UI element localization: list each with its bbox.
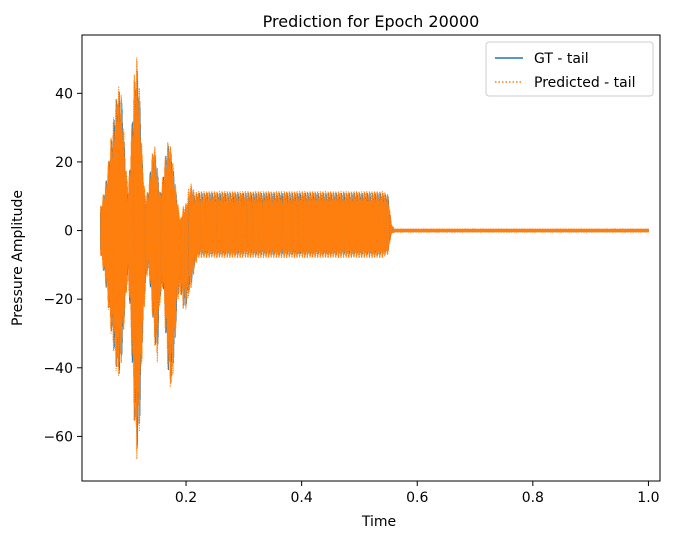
x-tick-label: 0.6 [406,490,428,506]
series-layer [100,57,649,460]
y-tick-label: −60 [43,429,73,445]
y-tick-label: −20 [43,292,73,308]
x-tick-label: 1.0 [637,490,659,506]
x-tick-label: 0.8 [522,490,544,506]
series-line-predicted-tail [100,57,649,460]
y-tick-label: 20 [55,155,73,171]
y-tick-label: 0 [64,224,73,240]
legend-box [485,41,654,97]
legend: GT - tail Predicted - tail [485,41,654,97]
x-tick-label: 0.4 [291,490,313,506]
x-axis: 0.2 0.4 0.6 0.8 1.0 [175,481,660,506]
legend-label-predicted: Predicted - tail [534,75,636,91]
y-tick-label: 40 [55,86,73,102]
x-axis-label: Time [361,514,396,530]
legend-label-gt: GT - tail [534,51,589,67]
x-tick-label: 0.2 [175,490,197,506]
plot-frame [81,34,661,482]
y-tick-label: −40 [43,361,73,377]
chart-title: Prediction for Epoch 20000 [263,12,480,31]
y-axis-label: Pressure Amplitude [10,190,26,326]
y-axis: −60 −40 −20 0 20 40 [43,86,82,445]
